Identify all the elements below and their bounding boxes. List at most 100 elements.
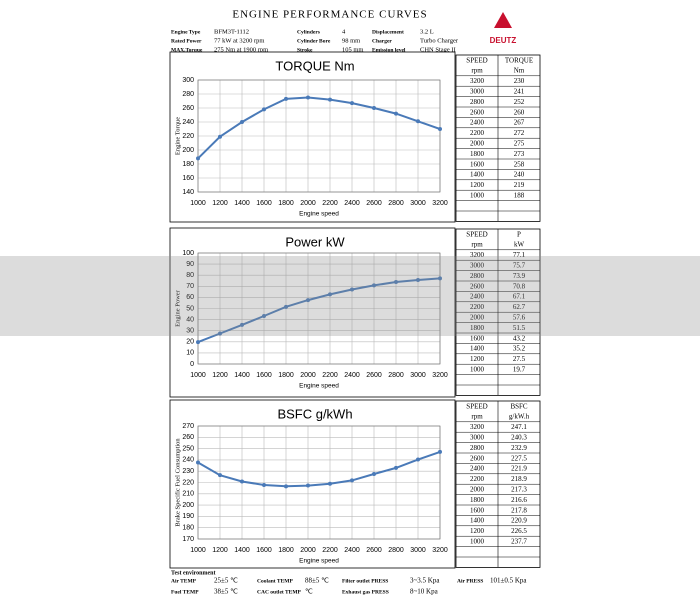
- y-tick-label: 170: [182, 536, 194, 543]
- spec-value: Turbo Charger: [420, 37, 459, 44]
- x-tick-label: 3000: [410, 372, 426, 379]
- data-point: [438, 276, 442, 281]
- data-line: [197, 450, 441, 488]
- table-cell: 2400: [470, 119, 485, 127]
- env-label: Exhaust gas PRESS: [342, 589, 389, 595]
- x-tick-label: 2200: [322, 372, 338, 379]
- spec-label: Cylinders: [297, 29, 320, 35]
- table-cell: 2600: [470, 108, 485, 116]
- table-cell: 188: [514, 192, 525, 200]
- table-cell: 232.9: [511, 444, 527, 452]
- data-point: [416, 457, 420, 462]
- x-axis-label: Engine speed: [299, 211, 339, 218]
- spec-value: 3.2 L: [420, 28, 434, 35]
- chart-frame: [169, 51, 456, 223]
- table-cell: 258: [514, 160, 525, 168]
- plot-border: [197, 425, 441, 540]
- env-label: Air TEMP: [171, 578, 197, 584]
- data-point: [328, 481, 332, 486]
- chart-title: BSFC g/kWh: [277, 406, 352, 421]
- data-point: [438, 127, 442, 131]
- y-tick-label: 210: [182, 491, 194, 498]
- table-unit: rpm: [471, 67, 483, 75]
- data-point: [240, 322, 244, 327]
- table-cell: 241: [514, 88, 525, 96]
- x-tick-label: 2000: [300, 200, 316, 207]
- table-cell: 240: [514, 171, 525, 179]
- y-axis-label: Engine Power: [174, 289, 181, 326]
- env-value: 38±5 ℃: [214, 588, 238, 596]
- table-cell: 217.3: [511, 486, 527, 494]
- y-tick-label: 140: [182, 189, 194, 196]
- y-tick-label: 230: [182, 468, 194, 475]
- table-cell: 1600: [470, 334, 485, 342]
- x-axis-label: Engine speed: [299, 558, 339, 565]
- data-point: [240, 120, 244, 124]
- x-tick-label: 2200: [322, 200, 338, 207]
- table-cell: 1000: [470, 192, 485, 200]
- x-tick-label: 1200: [212, 547, 228, 554]
- data-point: [416, 277, 420, 282]
- spec-value: 105 mm: [342, 46, 364, 53]
- data-point: [394, 465, 398, 470]
- data-point: [306, 95, 310, 100]
- y-tick-label: 180: [182, 525, 194, 532]
- table-header: P: [517, 230, 521, 238]
- table-header: SPEED: [466, 230, 487, 238]
- spec-value: 98 mm: [342, 37, 360, 44]
- spec-label: Engine Type: [171, 29, 201, 35]
- footer-title: Test environment: [171, 570, 216, 576]
- table-cell: 1400: [470, 517, 485, 525]
- x-tick-label: 2600: [366, 200, 382, 207]
- x-tick-label: 1800: [278, 372, 294, 379]
- x-tick-label: 1400: [234, 547, 250, 554]
- y-tick-label: 70: [186, 283, 194, 290]
- table-unit: Nm: [514, 67, 525, 75]
- plot-border: [197, 79, 441, 193]
- table-cell: 219: [514, 181, 525, 189]
- data-point: [262, 107, 266, 112]
- table-cell: 2600: [470, 454, 485, 462]
- y-tick-label: 60: [186, 294, 194, 301]
- x-tick-label: 1200: [212, 372, 228, 379]
- y-tick-label: 200: [182, 147, 194, 154]
- spec-value: CHN Stage II: [420, 46, 456, 53]
- data-point: [284, 304, 288, 309]
- env-value: 88±5 ℃: [305, 577, 329, 585]
- table-cell: 217.8: [511, 506, 527, 514]
- logo-icon: [494, 12, 512, 28]
- x-axis-label: Engine speed: [299, 383, 339, 390]
- table-cell: 67.1: [513, 293, 526, 301]
- table-cell: 3200: [470, 423, 485, 431]
- table-cell: 3000: [470, 434, 485, 442]
- y-tick-label: 260: [182, 105, 194, 112]
- x-tick-label: 2600: [366, 547, 382, 554]
- y-tick-label: 180: [182, 161, 194, 168]
- table-cell: 77.1: [513, 251, 526, 259]
- y-tick-label: 190: [182, 513, 194, 520]
- data-point: [218, 134, 222, 139]
- table-cell: 2000: [470, 314, 485, 322]
- data-line: [197, 277, 441, 344]
- table-cell: 1200: [470, 355, 485, 363]
- table-cell: 1400: [470, 171, 485, 179]
- table-cell: 35.2: [513, 345, 526, 353]
- table-cell: 220.9: [511, 517, 527, 525]
- x-tick-label: 1600: [256, 372, 272, 379]
- table-unit: rpm: [471, 241, 483, 249]
- table-cell: 57.6: [513, 314, 526, 322]
- table-cell: 2800: [470, 272, 485, 280]
- table-cell: 267: [514, 119, 525, 127]
- x-tick-label: 1800: [278, 200, 294, 207]
- table-cell: 2800: [470, 444, 485, 452]
- chart-frame: [169, 399, 456, 569]
- table-unit: rpm: [471, 413, 483, 421]
- y-tick-label: 220: [182, 479, 194, 486]
- x-tick-label: 1400: [234, 200, 250, 207]
- x-tick-label: 2400: [344, 200, 360, 207]
- table-cell: 2000: [470, 140, 485, 148]
- table-header: BSFC: [510, 402, 527, 410]
- x-tick-label: 2200: [322, 547, 338, 554]
- data-point: [196, 340, 200, 345]
- y-tick-label: 260: [182, 434, 194, 441]
